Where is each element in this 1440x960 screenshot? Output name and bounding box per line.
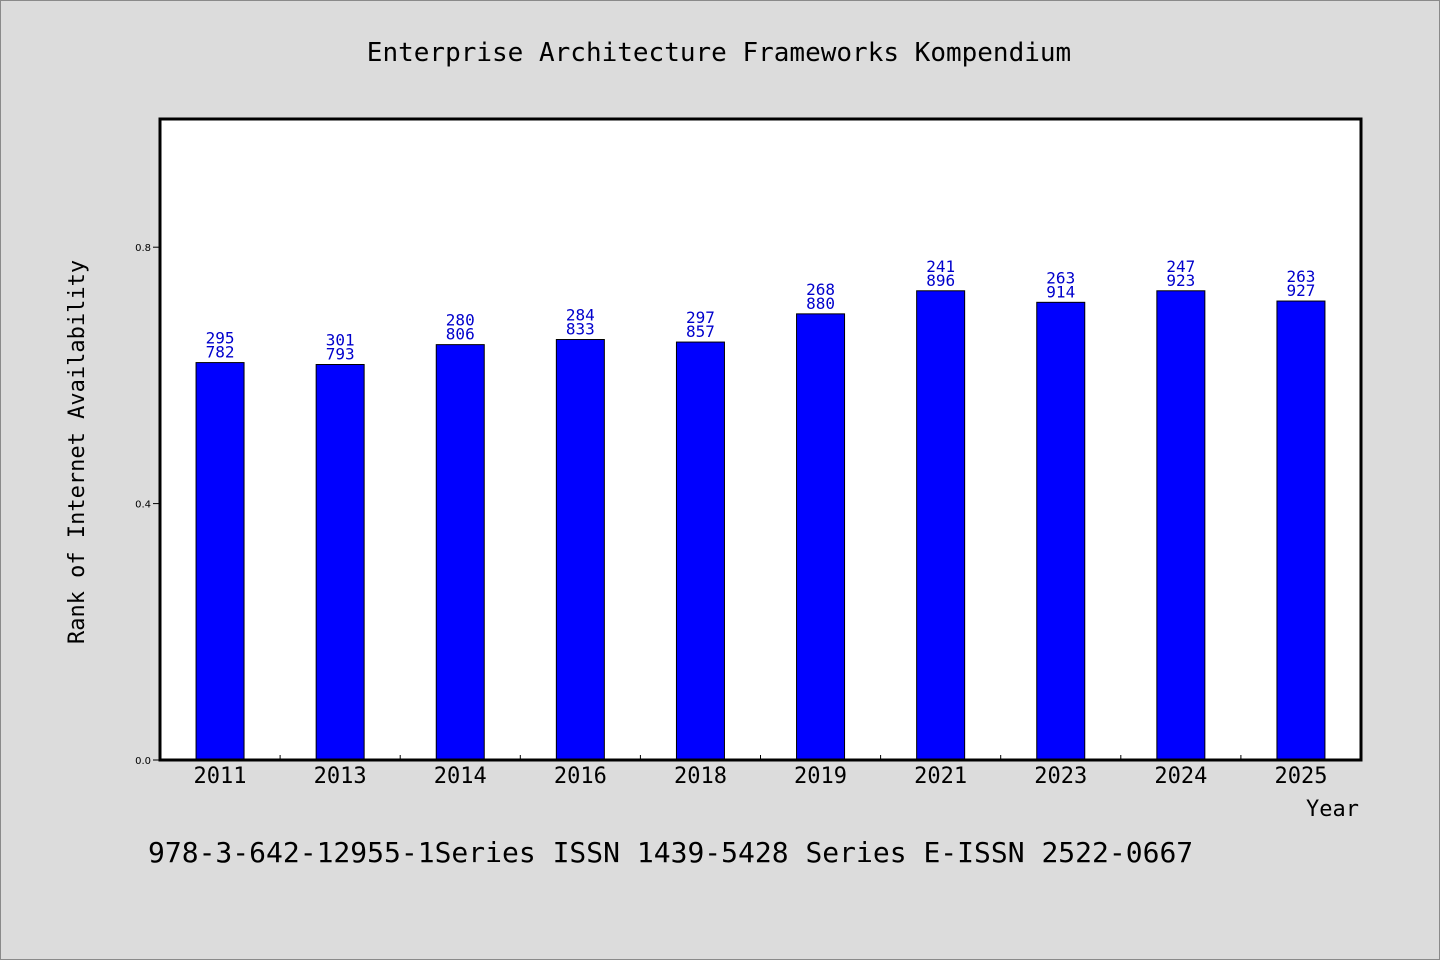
data-labels: 295 782 301 793 280 806 284 833 297 857 268 880 241 8…	[206, 257, 1316, 364]
data-label-2011: 295 782	[206, 329, 235, 362]
y-axis: 0.0 0.4 0.8	[135, 243, 160, 767]
bar-2021	[916, 290, 966, 761]
data-label-2016: 284 833	[566, 306, 595, 339]
plot-border	[158, 117, 1363, 762]
bars	[195, 290, 1326, 761]
x-tick-label: 2018	[674, 764, 727, 789]
data-label-2021: 241 896	[926, 257, 955, 290]
bar-2025	[1276, 300, 1326, 761]
data-label-2024: 247 923	[1166, 257, 1195, 290]
y-tick-label: 0.8	[135, 243, 151, 254]
x-tick-label: 2016	[554, 764, 607, 789]
footer-text: 978-3-642-12955-1Series ISSN 1439-5428 S…	[148, 836, 1193, 869]
x-tick-label: 2019	[794, 764, 847, 789]
x-tick-label: 2014	[434, 764, 487, 789]
y-tick-label: 0.0	[135, 756, 151, 767]
x-tick-label: 2024	[1154, 764, 1207, 789]
data-label-2019: 268 880	[806, 280, 835, 313]
bar-2016	[555, 339, 605, 761]
chart-title: Enterprise Architecture Frameworks Kompe…	[367, 38, 1071, 68]
data-label-2018: 297 857	[686, 308, 715, 341]
x-axis: 2011 2013 2014 2016 2018 2019 2021 2023 2024 2025	[194, 755, 1327, 789]
bar-2018	[675, 341, 725, 761]
x-tick-label: 2013	[314, 764, 367, 789]
x-tick-label: 2011	[194, 764, 247, 789]
data-label-2013: 301 793	[326, 331, 355, 364]
bar-2024	[1156, 290, 1206, 761]
bar-2019	[796, 313, 846, 761]
bar-2013	[315, 364, 365, 761]
data-label-2025: 263 927	[1286, 267, 1315, 300]
y-tick-label: 0.4	[135, 500, 151, 511]
bar-2014	[435, 344, 485, 761]
data-label-2014: 280 806	[446, 311, 475, 344]
x-tick-label: 2021	[914, 764, 967, 789]
bar-2023	[1036, 301, 1086, 761]
x-tick-label: 2023	[1034, 764, 1087, 789]
bar-2011	[195, 362, 245, 761]
data-label-2023: 263 914	[1046, 268, 1075, 301]
y-axis-label: Rank of Internet Availability	[65, 260, 90, 644]
x-axis-label: Year	[1306, 797, 1359, 822]
x-tick-label: 2025	[1274, 764, 1327, 789]
